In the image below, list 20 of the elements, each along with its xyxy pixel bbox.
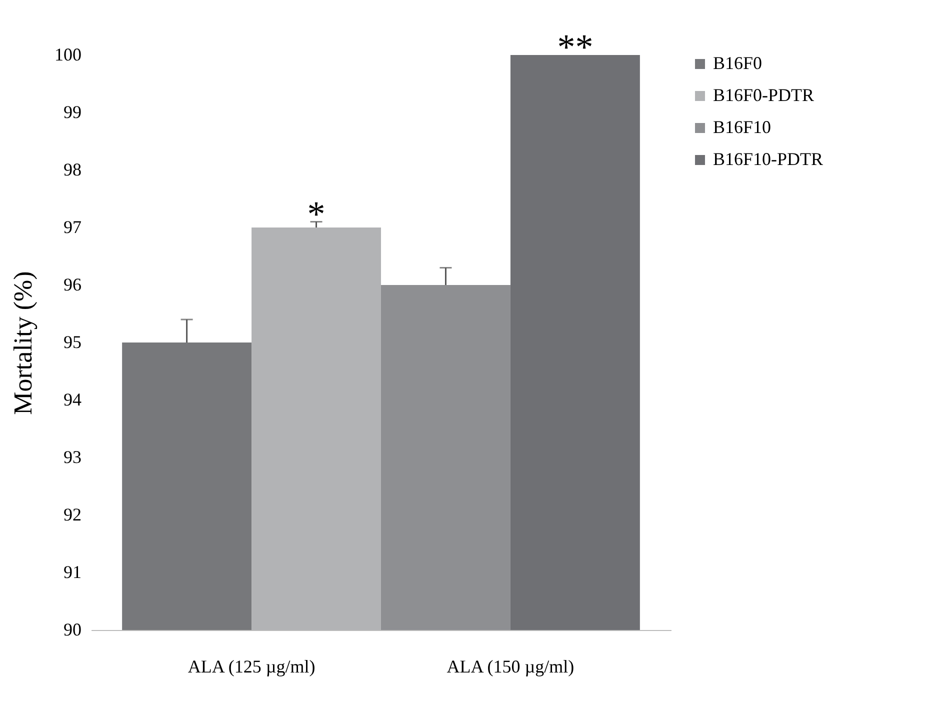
legend-label: B16F10-PDTR xyxy=(713,149,824,169)
annotation: ** xyxy=(557,27,594,67)
y-tick-label: 95 xyxy=(64,332,82,352)
y-axis-title: Mortality (%) xyxy=(8,271,38,415)
y-tick-label: 99 xyxy=(64,102,82,122)
y-tick-label: 91 xyxy=(64,562,82,582)
x-tick-label: ALA (125 µg/ml) xyxy=(188,656,316,676)
legend-label: B16F0 xyxy=(713,53,762,73)
y-tick-label: 97 xyxy=(64,217,82,237)
x-tick-label: ALA (150 µg/ml) xyxy=(446,656,574,676)
legend-label: B16F0-PDTR xyxy=(713,85,814,105)
y-tick-label: 90 xyxy=(64,620,82,640)
y-tick-label: 92 xyxy=(64,504,82,524)
y-tick-label: 96 xyxy=(64,274,82,294)
annotation: * xyxy=(307,194,326,234)
y-tick-label: 98 xyxy=(64,160,82,180)
y-tick-label: 93 xyxy=(64,447,82,467)
y-tick-label: 100 xyxy=(54,44,82,64)
legend-label: B16F10 xyxy=(713,117,772,137)
y-tick-label: 94 xyxy=(64,390,82,410)
